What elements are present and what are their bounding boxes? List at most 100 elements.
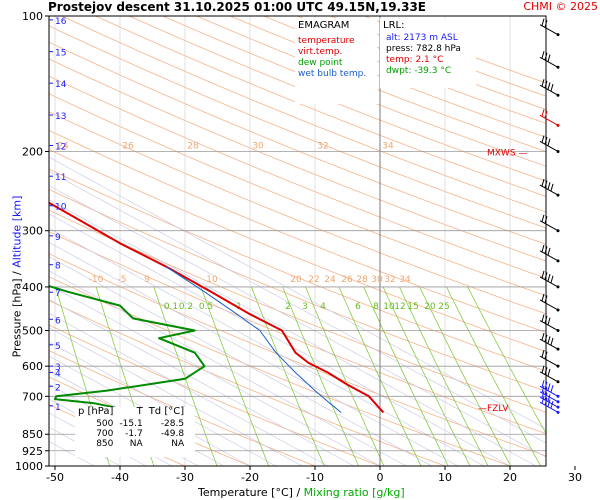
wet-bulb-line (165, 265, 342, 413)
wind-barb-icon (539, 18, 560, 37)
dry-adiabat-label: 28 (187, 141, 199, 151)
wind-barb-feather (541, 293, 545, 302)
table-cell: -15.1 (119, 419, 143, 429)
wind-barb-feather (550, 384, 554, 393)
wind-barb-feather (544, 52, 548, 61)
table-cell: -28.5 (160, 419, 185, 429)
wind-barb-feather (544, 397, 548, 406)
lrl-dwpt: dwpt: -39.3 °C (386, 66, 452, 76)
wind-barb-feather (550, 83, 554, 92)
wind-barb-feather (547, 247, 551, 256)
wind-barb-feather (547, 182, 551, 190)
wind-barb-feather (541, 18, 545, 26)
dry-adiabat-line (49, 58, 546, 262)
wind-barb-dot (556, 308, 560, 312)
mixing-ratio-label: 10 (383, 302, 395, 312)
plot-frame (48, 15, 547, 467)
mixing-ratio-label: 20 (424, 302, 436, 312)
dry-adiabat-line (95, 16, 546, 197)
dry-adiabat-line (49, 75, 546, 279)
wind-barb-feather (544, 180, 548, 188)
altitude-tick-label: 7 (55, 289, 61, 299)
legend-box: EMAGRAM temperature virt.temp. dew point… (295, 18, 377, 104)
wind-barb-feather (541, 391, 545, 399)
table-row: 850 NA NA (75, 439, 187, 449)
wind-barb-feather (541, 314, 545, 322)
lrl-alt: alt: 2173 m ASL (386, 33, 458, 43)
dry-adiabat-line (49, 25, 546, 229)
altitude-tick-label: 10 (55, 203, 67, 213)
mixing-ratio-label: 3 (302, 302, 308, 312)
x-tick-label: -20 (241, 471, 259, 484)
dry-adiabat-label: 22 (308, 275, 319, 285)
wind-barb-feather (541, 380, 545, 388)
dry-adiabat-label: 9 (144, 275, 150, 285)
wind-barb-shaft (539, 320, 559, 331)
credit-label[interactable]: CHMI © 2025 (523, 0, 598, 13)
y-tick-label: 500 (22, 325, 43, 338)
wind-barb-feather (544, 216, 548, 224)
dry-adiabat-line (49, 93, 546, 297)
dry-adiabat-line (49, 129, 546, 333)
wind-barb-feather (544, 351, 548, 359)
x-axis-title-mixing: Mixing ratio [g/kg] (303, 486, 405, 499)
dry-adiabat-label: 10 (206, 275, 218, 285)
dry-adiabat-label: 30 (252, 141, 264, 151)
wind-barb-dot (556, 193, 560, 197)
altitude-tick-label: 1 (55, 403, 61, 413)
mixing-ratio-label: 0.5 (199, 302, 213, 312)
lrl-header: LRL: (383, 20, 405, 31)
wind-barb-feather (541, 333, 545, 341)
wind-barb-feather (544, 295, 548, 303)
legend-header: EMAGRAM (298, 20, 350, 31)
dry-adiabat-label: 32 (317, 141, 328, 151)
wind-barb-dot (556, 33, 560, 37)
dry-adiabat-label: -10 (89, 275, 104, 285)
x-tick-label: -30 (176, 471, 194, 484)
y-axis-title-altitude: Altitude [km] (10, 195, 24, 268)
table-cell: -49.8 (160, 429, 185, 439)
lrl-box: LRL: alt: 2173 m ASL press: 782.8 hPa te… (380, 18, 476, 88)
x-tick-label: -50 (46, 471, 64, 484)
wind-barb-dot (556, 410, 560, 414)
wind-barb-feather (547, 394, 551, 402)
altitude-tick-label: 13 (55, 112, 66, 122)
dry-adiabat-label: -5 (118, 275, 127, 285)
mxws-marker: MXWS — (487, 148, 527, 158)
y-tick-label: 1000 (15, 460, 43, 473)
y-tick-label: 300 (22, 225, 43, 238)
wind-barb-shaft (539, 141, 559, 152)
table-cell: 500 (96, 419, 114, 429)
chart-title: Prostejov descent 31.10.2025 01:00 UTC 4… (48, 0, 427, 14)
lrl-press: press: 782.8 hPa (386, 44, 461, 54)
altitude-tick-label: 5 (55, 342, 61, 352)
y-tick-label: 925 (22, 445, 43, 458)
x-tick-label: 30 (568, 471, 582, 484)
wind-barb-dot (556, 229, 560, 233)
wind-barb-feather (547, 317, 551, 325)
wind-barb-dot (556, 65, 560, 69)
mixing-ratio-label: 8 (373, 302, 379, 312)
pressure-table: p [hPa] T Td [°C] 500 -15.1 -28.5 700 -1… (75, 407, 195, 457)
wind-barb-feather (544, 20, 548, 28)
wind-barb-feather (544, 367, 548, 375)
wind-barb-feather (547, 54, 551, 62)
dry-adiabat-label: 32 (384, 275, 395, 285)
mixing-ratio-label: 6 (355, 302, 361, 312)
wind-barb-feather (541, 270, 545, 279)
dry-adiabat-line (49, 111, 546, 315)
wind-barb-feather (544, 387, 548, 395)
pressure-table-header-row: p [hPa] T Td [°C] (75, 407, 187, 419)
wind-barb-shaft (539, 220, 559, 232)
altitude-tick-label: 2 (55, 383, 61, 393)
wind-barb-shaft (539, 84, 559, 96)
moist-adiabat-line (49, 156, 546, 430)
dry-adiabat-label: 24 (57, 141, 69, 151)
wind-barb-shaft (539, 250, 559, 262)
wind-barb-dot (556, 329, 560, 333)
table-cell: NA (129, 439, 143, 449)
mixing-ratio-label: 0.2 (179, 302, 193, 312)
altitude-tick-label: 8 (55, 262, 61, 272)
wind-barb-icon (539, 214, 560, 233)
